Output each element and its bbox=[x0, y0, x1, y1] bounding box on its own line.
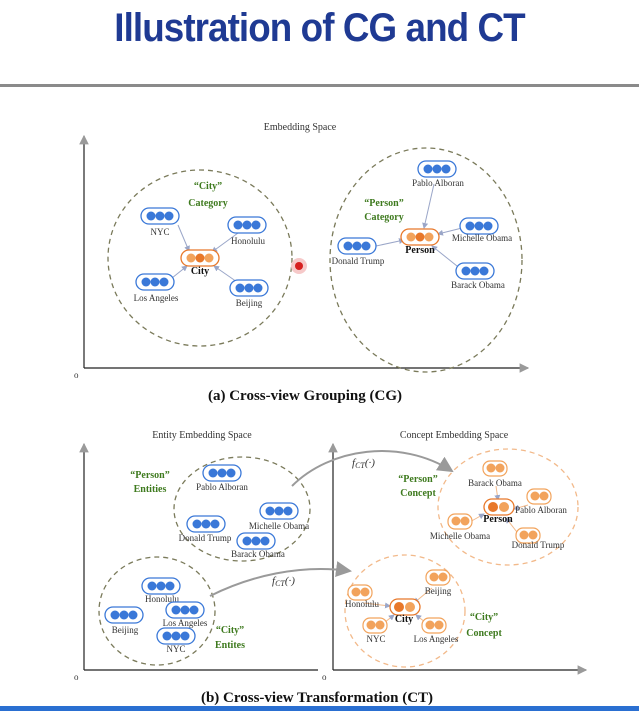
svg-text:Person: Person bbox=[405, 245, 435, 256]
ct-fct-upper: fCT(·) bbox=[352, 457, 375, 470]
ct-entity-donald-trump: Donald Trump bbox=[179, 515, 232, 543]
slide-title: Illustration of CG and CT bbox=[114, 6, 525, 50]
ct-origin-right: o bbox=[322, 672, 327, 682]
ct-entity-pablo-alboran: Pablo Alboran bbox=[196, 464, 248, 492]
svg-text:NYC: NYC bbox=[166, 644, 185, 654]
svg-text:Michelle Obama: Michelle Obama bbox=[249, 521, 309, 531]
cg-city-cluster bbox=[107, 169, 293, 347]
svg-text:Michelle Obama: Michelle Obama bbox=[430, 531, 490, 541]
ct-entity-michelle-obama: Michelle Obama bbox=[249, 502, 309, 531]
ct-person-entities-label-2: Entities bbox=[134, 484, 167, 495]
ct-concept-los-angeles: Los Angeles bbox=[414, 617, 459, 644]
ct-city-entity-cluster bbox=[98, 556, 216, 666]
ct-entity-los-angeles: Los Angeles bbox=[163, 601, 208, 628]
svg-text:Beijing: Beijing bbox=[112, 625, 139, 635]
ct-person-concept-label-2: Concept bbox=[400, 488, 436, 499]
cg-city-node: City bbox=[180, 249, 220, 277]
svg-text:Donald Trump: Donald Trump bbox=[332, 256, 385, 266]
ct-concept-barack-obama: Barack Obama bbox=[468, 460, 522, 488]
svg-text:Beijing: Beijing bbox=[236, 298, 263, 308]
ct-panel: Entity Embedding Space Concept Embedding… bbox=[74, 430, 588, 706]
svg-text:Beijing: Beijing bbox=[425, 586, 452, 596]
ct-city-concept-label-1: “City” bbox=[470, 612, 498, 623]
cg-city-category-line2: Category bbox=[188, 198, 227, 209]
svg-text:Honolulu: Honolulu bbox=[345, 599, 380, 609]
cg-entity-michelle-obama: Michelle Obama bbox=[452, 217, 512, 243]
ct-concept-honolulu: Honolulu bbox=[345, 584, 380, 609]
svg-text:NYC: NYC bbox=[366, 634, 385, 644]
cg-person-node: Person bbox=[400, 228, 440, 256]
ct-entity-barack-obama: Barack Obama bbox=[231, 532, 285, 559]
cursor-pointer-icon bbox=[291, 258, 307, 274]
cg-caption: (a) Cross-view Grouping (CG) bbox=[208, 388, 402, 404]
cg-person-cluster bbox=[329, 147, 523, 373]
ct-entity-beijing: Beijing bbox=[104, 606, 144, 635]
ct-city-entities-label-2: Entites bbox=[215, 640, 245, 651]
ct-city-concept-cluster bbox=[344, 554, 466, 668]
ct-person-concept-cluster bbox=[437, 448, 579, 566]
ct-person-transform-arrow bbox=[291, 450, 454, 487]
cg-city-category-line1: “City” bbox=[194, 181, 222, 192]
ct-caption: (b) Cross-view Transformation (CT) bbox=[201, 690, 433, 706]
ct-city-transform-arrow bbox=[209, 561, 352, 597]
svg-text:Barack Obama: Barack Obama bbox=[468, 478, 522, 488]
svg-text:City: City bbox=[395, 614, 413, 625]
ct-concept-pablo-alboran: Pablo Alboran bbox=[515, 488, 567, 515]
svg-text:NYC: NYC bbox=[150, 227, 169, 237]
svg-text:Person: Person bbox=[483, 514, 513, 525]
ct-concept-space-label: Concept Embedding Space bbox=[400, 430, 509, 441]
cg-space-label: Embedding Space bbox=[264, 122, 337, 133]
ct-concept-donald-trump: Donald Trump bbox=[512, 527, 565, 550]
ct-person-concept-label-1: “Person” bbox=[398, 474, 437, 485]
ct-city-entities-label-1: “City” bbox=[216, 625, 244, 636]
cg-entity-honolulu: Honolulu bbox=[227, 216, 267, 246]
svg-text:Honolulu: Honolulu bbox=[145, 594, 180, 604]
ct-entity-honolulu: Honolulu bbox=[141, 577, 181, 604]
ct-concept-nyc: NYC bbox=[362, 617, 388, 644]
svg-text:Michelle Obama: Michelle Obama bbox=[452, 233, 512, 243]
svg-text:Los Angeles: Los Angeles bbox=[134, 293, 179, 303]
ct-person-concept-node: Person bbox=[483, 498, 515, 525]
ct-city-concept-label-2: Concept bbox=[466, 628, 502, 639]
ct-fct-lower: fCT(·) bbox=[272, 575, 295, 588]
cg-entity-beijing: Beijing bbox=[229, 279, 269, 308]
ct-entity-space-label: Entity Embedding Space bbox=[152, 430, 252, 441]
ct-person-entities-label-1: “Person” bbox=[130, 470, 169, 481]
title-divider bbox=[0, 84, 639, 87]
svg-text:Donald Trump: Donald Trump bbox=[179, 533, 232, 543]
ct-person-entity-cluster bbox=[173, 456, 311, 562]
svg-text:Barack Obama: Barack Obama bbox=[231, 549, 285, 559]
svg-text:Pablo Alboran: Pablo Alboran bbox=[412, 178, 464, 188]
svg-text:Pablo Alboran: Pablo Alboran bbox=[196, 482, 248, 492]
ct-concept-beijing: Beijing bbox=[425, 569, 452, 596]
cg-person-category-line1: “Person” bbox=[364, 198, 403, 209]
svg-text:Honolulu: Honolulu bbox=[231, 236, 266, 246]
cg-entity-barack-obama: Barack Obama bbox=[451, 262, 505, 290]
svg-text:Los Angeles: Los Angeles bbox=[414, 634, 459, 644]
svg-text:City: City bbox=[191, 266, 209, 277]
cg-entity-nyc: NYC bbox=[140, 207, 180, 237]
bottom-accent-bar bbox=[0, 706, 639, 711]
svg-text:Barack Obama: Barack Obama bbox=[451, 280, 505, 290]
svg-text:Pablo Alboran: Pablo Alboran bbox=[515, 505, 567, 515]
cg-entity-los-angeles: Los Angeles bbox=[134, 273, 179, 303]
cg-entity-pablo-alboran: Pablo Alboran bbox=[412, 160, 464, 188]
ct-origin-left: o bbox=[74, 672, 79, 682]
svg-text:Donald Trump: Donald Trump bbox=[512, 540, 565, 550]
ct-concept-michelle-obama: Michelle Obama bbox=[430, 513, 490, 541]
cg-ct-diagram: o Embedding Space “City” Category “Perso… bbox=[74, 122, 588, 706]
svg-text:Los Angeles: Los Angeles bbox=[163, 618, 208, 628]
cg-origin: o bbox=[74, 370, 79, 380]
cg-panel: o Embedding Space “City” Category “Perso… bbox=[74, 122, 530, 404]
ct-entity-nyc: NYC bbox=[156, 627, 196, 654]
cg-entity-donald-trump: Donald Trump bbox=[332, 237, 385, 266]
ct-city-concept-node: City bbox=[389, 598, 421, 625]
cg-person-category-line2: Category bbox=[364, 212, 403, 223]
